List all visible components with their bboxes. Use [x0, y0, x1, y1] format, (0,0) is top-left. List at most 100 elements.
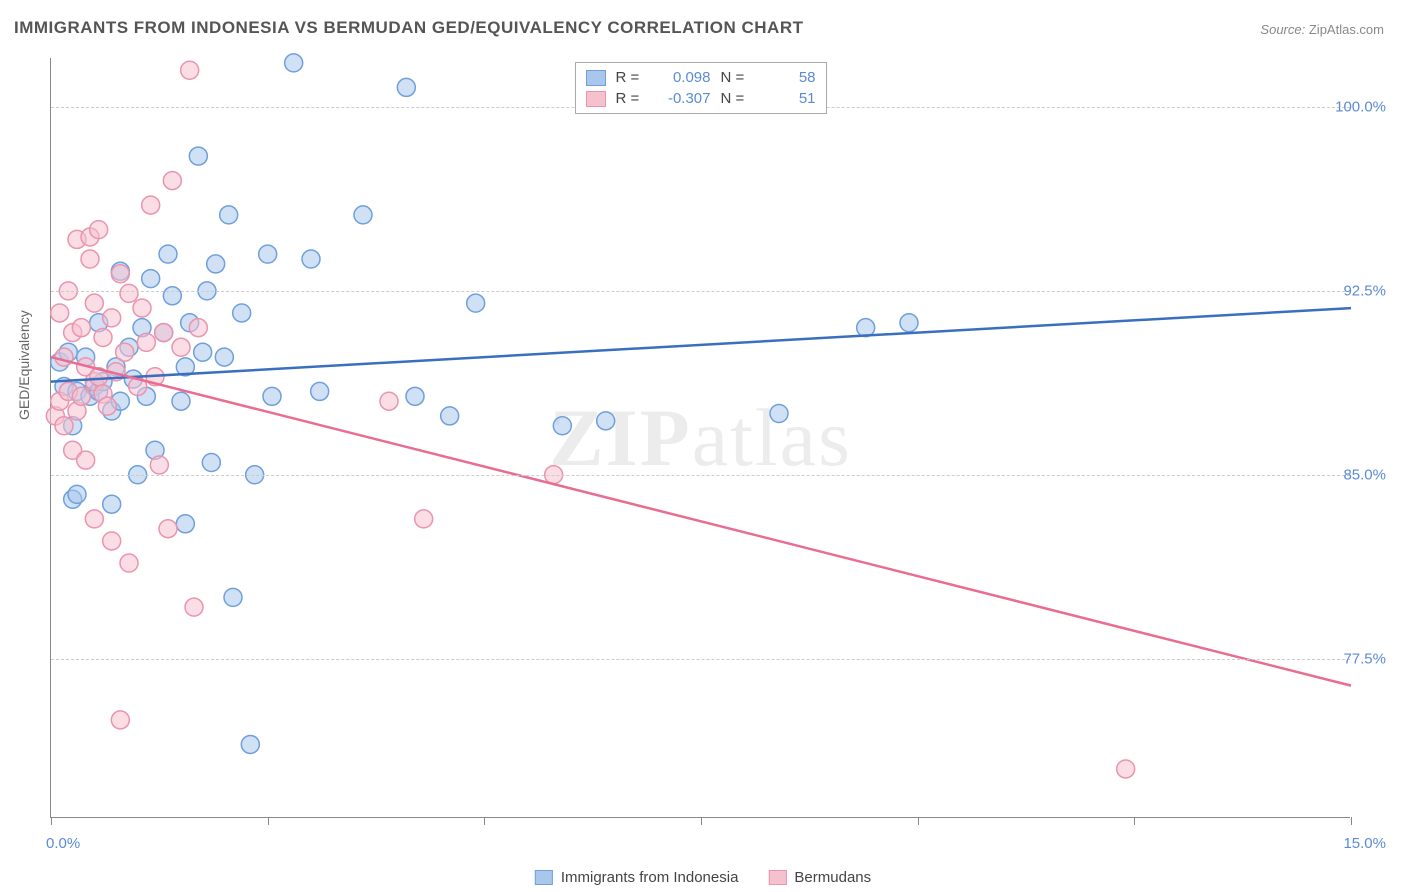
data-point [142, 270, 160, 288]
data-point [285, 54, 303, 72]
x-tick [51, 817, 52, 825]
data-point [172, 338, 190, 356]
data-point [259, 245, 277, 263]
x-tick [484, 817, 485, 825]
chart-title: IMMIGRANTS FROM INDONESIA VS BERMUDAN GE… [14, 18, 804, 38]
n-label: N = [721, 90, 751, 107]
data-point [150, 456, 168, 474]
gridline [51, 475, 1350, 476]
legend-row: R = -0.307 N = 51 [586, 88, 816, 109]
data-point [163, 287, 181, 305]
data-point [103, 532, 121, 550]
data-point [441, 407, 459, 425]
data-point [380, 392, 398, 410]
r-label: R = [616, 69, 646, 86]
data-point [202, 454, 220, 472]
data-point [415, 510, 433, 528]
n-label: N = [721, 69, 751, 86]
x-tick-label: 0.0% [46, 835, 80, 852]
data-point [233, 304, 251, 322]
data-point [103, 309, 121, 327]
data-point [900, 314, 918, 332]
data-point [207, 255, 225, 273]
data-point [263, 387, 281, 405]
data-point [77, 451, 95, 469]
data-point [111, 265, 129, 283]
trend-line [51, 357, 1351, 686]
n-value: 58 [761, 69, 816, 86]
data-point [194, 343, 212, 361]
data-point [103, 495, 121, 513]
data-point [220, 206, 238, 224]
data-point [224, 588, 242, 606]
data-point [189, 319, 207, 337]
data-point [116, 343, 134, 361]
source-label: Source: [1260, 22, 1305, 37]
data-point [155, 324, 173, 342]
data-point [215, 348, 233, 366]
data-point [181, 61, 199, 79]
legend-swatch-blue [586, 70, 606, 86]
x-tick [1351, 817, 1352, 825]
correlation-legend: R = 0.098 N = 58 R = -0.307 N = 51 [575, 62, 827, 114]
y-tick-label: 77.5% [1343, 650, 1386, 667]
data-point [81, 250, 99, 268]
r-label: R = [616, 90, 646, 107]
x-tick-label: 15.0% [1343, 835, 1386, 852]
y-tick-label: 92.5% [1343, 282, 1386, 299]
legend-swatch-pink [768, 870, 786, 885]
data-point [85, 294, 103, 312]
data-point [142, 196, 160, 214]
data-point [172, 392, 190, 410]
data-point [185, 598, 203, 616]
source-credit: Source: ZipAtlas.com [1260, 22, 1384, 37]
data-point [163, 172, 181, 190]
y-tick-label: 100.0% [1335, 99, 1386, 116]
data-point [72, 387, 90, 405]
source-value: ZipAtlas.com [1309, 22, 1384, 37]
r-value: -0.307 [656, 90, 711, 107]
data-point [159, 245, 177, 263]
data-point [553, 417, 571, 435]
legend-swatch-pink [586, 91, 606, 107]
data-point [85, 510, 103, 528]
gridline [51, 291, 1350, 292]
data-point [302, 250, 320, 268]
data-point [354, 206, 372, 224]
chart-svg [51, 58, 1350, 817]
data-point [176, 515, 194, 533]
data-point [241, 735, 259, 753]
data-point [406, 387, 424, 405]
x-tick [918, 817, 919, 825]
data-point [55, 417, 73, 435]
legend-row: R = 0.098 N = 58 [586, 67, 816, 88]
legend-label: Immigrants from Indonesia [561, 869, 739, 886]
data-point [72, 319, 90, 337]
r-value: 0.098 [656, 69, 711, 86]
x-tick [268, 817, 269, 825]
x-tick [701, 817, 702, 825]
data-point [311, 382, 329, 400]
legend-label: Bermudans [794, 869, 871, 886]
data-point [597, 412, 615, 430]
plot-area: ZIPatlas R = 0.098 N = 58 R = -0.307 N =… [50, 58, 1350, 818]
data-point [189, 147, 207, 165]
legend-item: Immigrants from Indonesia [535, 869, 739, 886]
data-point [90, 221, 108, 239]
data-point [94, 328, 112, 346]
data-point [159, 520, 177, 538]
data-point [51, 304, 69, 322]
n-value: 51 [761, 90, 816, 107]
data-point [467, 294, 485, 312]
legend-swatch-blue [535, 870, 553, 885]
data-point [133, 299, 151, 317]
data-point [120, 554, 138, 572]
data-point [397, 78, 415, 96]
data-point [55, 348, 73, 366]
legend-item: Bermudans [768, 869, 871, 886]
data-point [68, 485, 86, 503]
data-point [98, 397, 116, 415]
data-point [137, 333, 155, 351]
data-point [770, 404, 788, 422]
x-tick [1134, 817, 1135, 825]
